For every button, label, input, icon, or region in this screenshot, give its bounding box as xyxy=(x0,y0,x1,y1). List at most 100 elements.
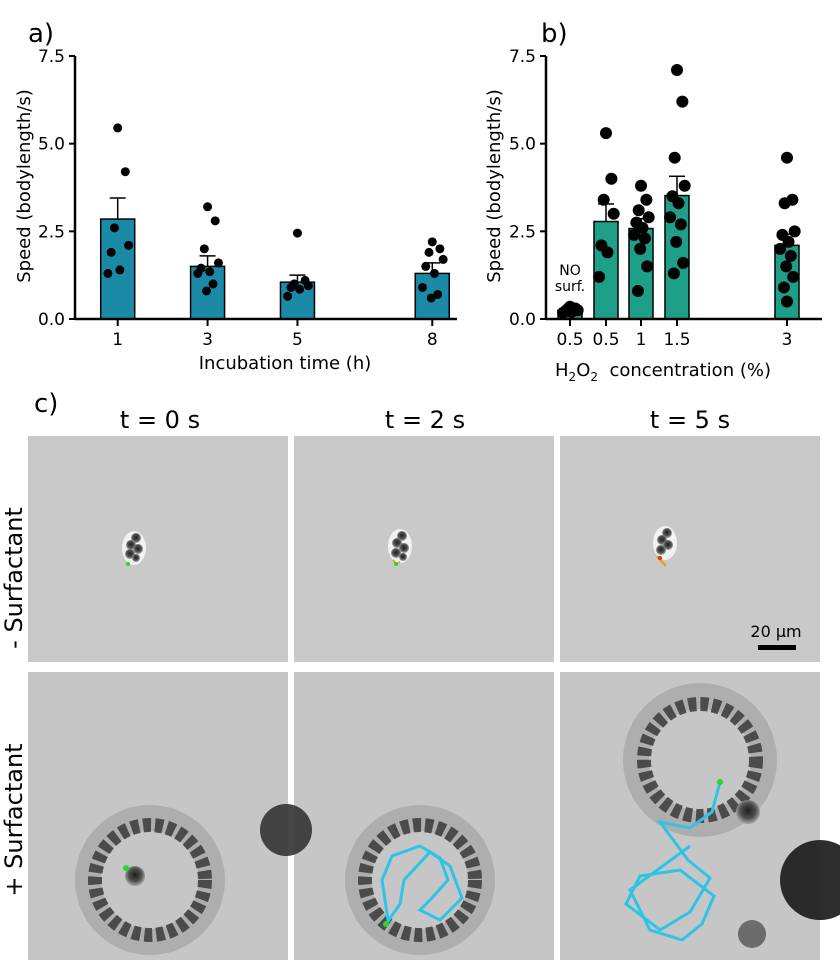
micrograph-tile-r1c1 xyxy=(28,436,288,662)
chart-a-point-3-4 xyxy=(421,261,431,271)
chart-b-point-3-2 xyxy=(668,151,681,164)
chart-b-point-4-7 xyxy=(784,249,797,262)
chart-b-point-1-3 xyxy=(607,207,620,220)
chart-b-ytick-label-0: 0.0 xyxy=(509,310,536,330)
chart-b-ytick-label-1: 2.5 xyxy=(509,222,536,242)
chart-b-point-3-1 xyxy=(676,95,689,108)
chart-a-point-0-2 xyxy=(109,223,119,233)
panel-label-c: c) xyxy=(34,389,58,419)
micrograph-panel: c) t = 0 s t = 2 s t = 5 s - Surfactant … xyxy=(0,389,840,960)
time-label-2: t = 5 s xyxy=(650,406,730,434)
chart-a-point-2-3 xyxy=(303,281,313,291)
microbot-ring-2 xyxy=(623,683,840,948)
chart-b-point-4-10 xyxy=(777,281,790,294)
chart-b-point-4-9 xyxy=(787,270,800,283)
chart-a-point-3-1 xyxy=(435,244,445,254)
chart-b-point-3-5 xyxy=(672,197,685,210)
chart-a-point-1-6 xyxy=(193,268,203,278)
chart-a-point-0-6 xyxy=(103,268,113,278)
chart-a-point-1-0 xyxy=(203,202,213,212)
chart-b-xtick-label-2: 1 xyxy=(636,330,647,350)
chart-a-point-1-2 xyxy=(199,244,209,254)
microbot-cluster-small-2 xyxy=(653,526,677,567)
row-label-minus: - Surfactant xyxy=(0,507,28,649)
chart-b-ytick-label-3: 7.5 xyxy=(509,47,536,67)
microbot-ring-0 xyxy=(75,804,312,955)
chart-a: a) 0.0 2.5 5.0 7.5 1 3 5 8 Speed (bodylength/s)… xyxy=(14,19,457,374)
chart-a-ytick-label-3: 7.5 xyxy=(38,47,65,67)
chart-a-xtick-label-3: 8 xyxy=(427,330,438,350)
scale-bar xyxy=(758,645,796,650)
chart-b-xlabel: H2O2 concentration (%) xyxy=(555,360,771,384)
xlabel-h: H xyxy=(555,360,569,381)
chart-b-point-4-6 xyxy=(774,242,787,255)
time-label-0: t = 0 s xyxy=(120,406,200,434)
microbot-cluster-small-1 xyxy=(388,529,412,566)
chart-b-point-2-7 xyxy=(638,232,651,245)
chart-b-point-3-9 xyxy=(677,256,690,269)
chart-b-point-2-1 xyxy=(640,193,653,206)
chart-b-point-2-8 xyxy=(634,242,647,255)
xlabel-o: O xyxy=(576,360,590,381)
chart-b-xtick-label-1: 0.5 xyxy=(592,330,619,350)
chart-a-ylabel: Speed (bodylength/s) xyxy=(14,89,35,283)
chart-a-point-2-6 xyxy=(283,291,293,301)
chart-b-xtick-label-0: 0.5 xyxy=(556,330,583,350)
chart-a-point-3-0 xyxy=(427,237,437,247)
chart-b-point-2-5 xyxy=(636,221,649,234)
chart-a-xtick-label-0: 1 xyxy=(112,330,123,350)
chart-a-point-3-8 xyxy=(426,293,436,303)
chart-b-point-4-5 xyxy=(782,235,795,248)
chart-b-xtick-label-4: 3 xyxy=(782,330,793,350)
chart-b-point-2-0 xyxy=(635,179,647,192)
chart-b-point-0-6 xyxy=(557,306,570,319)
chart-a-point-1-3 xyxy=(213,258,223,268)
chart-a-axes: 0.0 2.5 5.0 7.5 1 3 5 8 xyxy=(38,47,457,350)
chart-b-ylabel: Speed (bodylength/s) xyxy=(484,89,505,283)
xlabel-rest: concentration (%) xyxy=(598,360,771,381)
chart-a-xtick-label-2: 5 xyxy=(292,330,303,350)
chart-b-point-2-6 xyxy=(628,228,641,241)
chart-a-point-2-0 xyxy=(292,228,302,238)
scale-bar-label: 20 μm xyxy=(750,622,801,641)
chart-b-annotation-line2: surf. xyxy=(555,279,585,295)
chart-a-point-0-1 xyxy=(120,167,130,177)
chart-a-ytick-label-2: 5.0 xyxy=(38,135,65,155)
micrograph-tile-r1c3 xyxy=(560,436,820,662)
chart-b-point-4-2 xyxy=(778,197,791,210)
chart-a-bars xyxy=(99,197,451,320)
chart-a-point-1-1 xyxy=(210,216,220,226)
chart-b: b) 0.0 2.5 5.0 7.5 0.5 0.5 1 1.5 3 NO surf. Spee… xyxy=(484,19,822,384)
chart-a-point-0-4 xyxy=(106,247,116,257)
row-label-plus: + Surfactant xyxy=(0,743,28,896)
chart-b-point-3-7 xyxy=(674,218,687,231)
chart-b-point-2-10 xyxy=(631,284,644,297)
chart-a-point-3-2 xyxy=(424,247,434,257)
chart-b-annotation-line1: NO xyxy=(559,263,581,279)
chart-a-point-2-4 xyxy=(286,282,296,292)
chart-b-point-2-9 xyxy=(641,260,654,273)
chart-b-point-3-0 xyxy=(671,64,683,77)
panel-label-b: b) xyxy=(541,19,568,49)
panel-label-a: a) xyxy=(28,19,54,49)
chart-a-point-2-5 xyxy=(295,284,305,294)
chart-b-axes: 0.0 2.5 5.0 7.5 0.5 0.5 1 1.5 3 xyxy=(509,47,822,350)
chart-a-point-0-3 xyxy=(124,240,134,250)
chart-b-point-1-6 xyxy=(593,270,606,283)
chart-b-point-4-0 xyxy=(781,151,793,164)
chart-b-point-3-10 xyxy=(667,267,680,280)
chart-a-xtick-label-1: 3 xyxy=(202,330,213,350)
chart-b-point-3-6 xyxy=(664,211,677,224)
chart-a-point-0-5 xyxy=(115,265,125,275)
chart-a-xlabel: Incubation time (h) xyxy=(199,353,372,374)
chart-b-point-1-5 xyxy=(601,246,614,259)
chart-b-point-2-3 xyxy=(642,211,655,224)
chart-b-ytick-label-2: 5.0 xyxy=(509,135,536,155)
chart-a-point-3-3 xyxy=(438,254,448,264)
chart-a-points xyxy=(103,123,448,303)
chart-a-point-1-8 xyxy=(201,286,211,296)
chart-a-point-3-5 xyxy=(429,268,439,278)
chart-a-ytick-label-1: 2.5 xyxy=(38,222,65,242)
microbot-cluster-small-0 xyxy=(122,531,146,566)
